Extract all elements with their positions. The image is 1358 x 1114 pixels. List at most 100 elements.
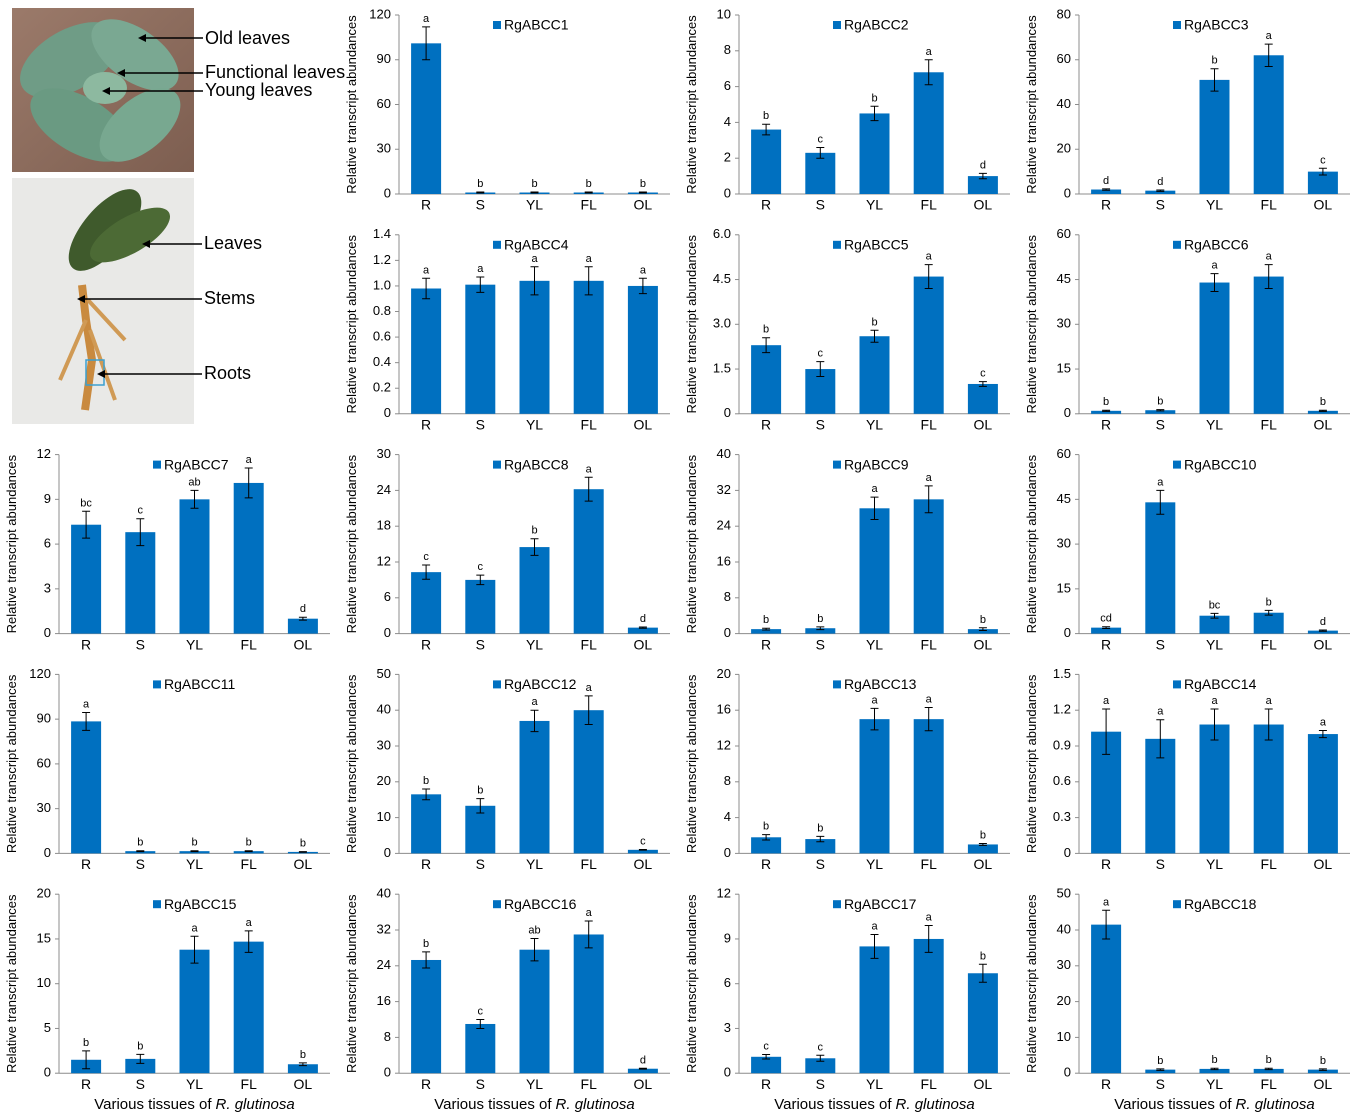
y-tick-label: 24 [377,482,391,497]
y-tick-label: 30 [1057,536,1071,551]
y-tick-label: 6 [724,78,731,93]
y-tick-label: 0.8 [373,303,391,318]
significance-label: a [871,483,878,495]
x-tick-label: R [1101,1076,1111,1092]
x-tick-label: OL [974,1076,993,1092]
bar [180,950,210,1074]
legend-label: RgABCC13 [844,676,917,692]
x-axis-label-part: R. glutinosa [1236,1096,1315,1113]
x-tick-label: S [1156,417,1165,433]
x-tick-label: FL [1261,417,1278,433]
y-tick-label: 30 [377,141,391,156]
y-axis-label: Relative transcript abundances [1024,674,1039,853]
bar [914,939,944,1073]
x-tick-label: S [1156,1076,1165,1092]
y-tick-label: 9 [724,930,731,945]
y-tick-label: 30 [1057,316,1071,331]
significance-label: b [1211,55,1217,67]
x-tick-label: OL [1314,856,1333,872]
y-tick-label: 4 [724,809,731,824]
legend-swatch [833,900,841,908]
bar [860,719,890,853]
photo-seedling [12,178,194,424]
y-tick-label: 60 [37,755,51,770]
photo-label: Stems [204,288,255,308]
y-tick-label: 3.0 [713,316,731,331]
y-tick-label: 18 [377,518,391,533]
legend-swatch [153,461,161,469]
x-tick-label: YL [866,417,883,433]
legend-label: RgABCC6 [1184,237,1249,253]
significance-label: a [926,694,933,706]
y-tick-label: 0.9 [1053,737,1071,752]
x-tick-label: S [1156,197,1165,213]
legend-label: RgABCC5 [844,237,909,253]
x-tick-label: S [816,856,825,872]
y-tick-label: 20 [377,773,391,788]
y-tick-label: 16 [717,702,731,717]
legend-swatch [493,241,501,249]
y-tick-label: 6.0 [713,226,731,241]
bar [520,950,550,1074]
x-tick-label: OL [974,197,993,213]
error-bar [1319,410,1327,411]
error-bar [245,851,253,852]
chart-panel: 0306090120Relative transcript abundances… [344,6,670,212]
bar [465,285,495,414]
significance-label: ab [528,925,540,937]
error-bar [476,192,484,193]
significance-label: a [586,253,593,265]
legend-swatch [153,900,161,908]
bar [411,572,441,633]
error-bar [979,844,987,846]
bar [125,532,155,633]
y-tick-label: 90 [37,711,51,726]
x-tick-label: R [761,636,771,652]
error-bar [1102,627,1110,629]
x-tick-label: FL [241,636,258,652]
significance-label: a [871,920,878,932]
bar [751,345,781,414]
chart-panel: 0306090120Relative transcript abundances… [4,666,330,872]
significance-label: c [980,368,986,380]
x-tick-label: S [136,636,145,652]
chart-panel: 0612182430Relative transcript abundances… [344,446,670,652]
x-tick-label: OL [1314,417,1333,433]
y-tick-label: 0 [1064,185,1071,200]
bar [860,336,890,414]
legend-swatch [493,680,501,688]
legend-label: RgABCC8 [504,456,569,472]
significance-label: b [1211,1054,1217,1066]
y-tick-label: 24 [377,957,391,972]
y-tick-label: 8 [384,1029,391,1044]
error-bar [639,1068,647,1069]
significance-label: d [640,613,646,625]
bar [1145,502,1175,633]
y-tick-label: 32 [717,482,731,497]
y-tick-label: 12 [37,446,51,461]
y-axis-label: Relative transcript abundances [684,894,699,1073]
x-axis-label-part: Various tissues of [94,1096,212,1113]
significance-label: b [763,110,769,122]
significance-label: a [586,682,593,694]
bar [1200,725,1230,854]
y-axis-label: Relative transcript abundances [344,674,359,853]
photo-label: Functional leaves [205,62,345,82]
bar [860,946,890,1073]
y-tick-label: 50 [377,666,391,681]
significance-label: a [1266,30,1273,42]
significance-label: b [1266,596,1272,608]
legend-swatch [833,241,841,249]
y-tick-label: 12 [377,553,391,568]
legend-label: RgABCC14 [1184,676,1257,692]
bar [1200,283,1230,414]
bar [628,286,658,414]
significance-label: b [423,938,429,950]
legend-swatch [833,680,841,688]
significance-label: c [1320,154,1326,166]
y-tick-label: 0 [1064,405,1071,420]
x-tick-label: FL [241,856,258,872]
significance-label: a [586,463,593,475]
y-tick-label: 16 [717,553,731,568]
